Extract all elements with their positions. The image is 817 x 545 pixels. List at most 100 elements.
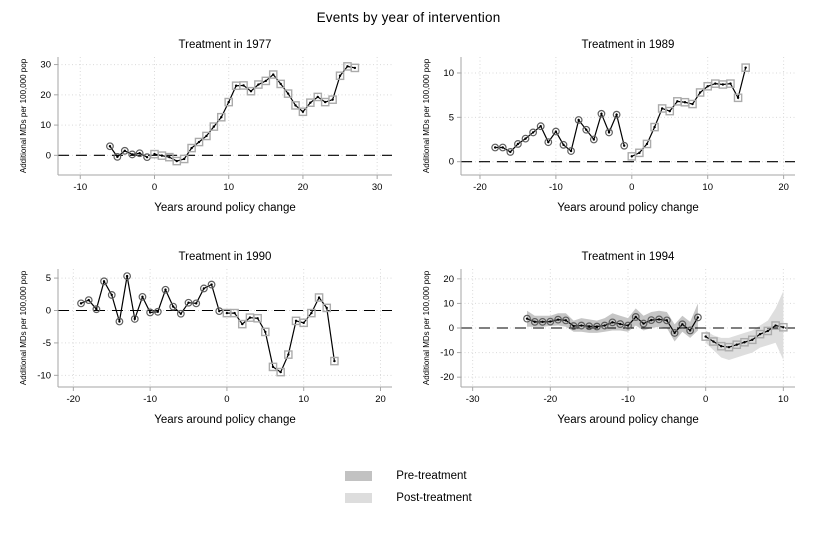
circle-marker	[215, 307, 224, 316]
chart-svg-1994: -20 -10 0 10 20 -30 -20 -10 0 10 Treatment in 1994…	[422, 251, 795, 426]
x-tick-label: -20	[473, 182, 487, 193]
y-tick-label: 0	[46, 305, 51, 316]
square-marker	[314, 293, 324, 302]
square-marker	[291, 101, 300, 110]
y-tick-label: 0	[46, 150, 51, 161]
series-post-treatment	[627, 63, 750, 161]
circle-marker	[529, 128, 538, 137]
square-marker	[268, 362, 278, 372]
circle-marker	[593, 322, 601, 331]
circle-marker	[514, 140, 522, 148]
square-marker	[763, 326, 773, 336]
circle-marker	[115, 317, 124, 326]
square-marker	[747, 335, 757, 345]
circle-marker	[624, 321, 632, 330]
x-tick-label: -20	[543, 394, 557, 405]
pre-treatment-label: Pre-treatment	[396, 470, 467, 482]
circle-marker	[176, 309, 185, 318]
square-marker	[741, 63, 750, 72]
circle-marker	[608, 318, 617, 327]
square-marker	[224, 97, 234, 107]
y-tick-label: -10	[440, 348, 454, 359]
x-tick-label: 20	[778, 182, 789, 193]
circle-marker	[184, 298, 193, 307]
x-tick-label: -30	[466, 394, 480, 405]
x-tick-label: 0	[629, 182, 634, 193]
x-tick-label: 20	[298, 182, 309, 193]
circle-marker	[128, 150, 137, 159]
square-marker	[261, 327, 270, 337]
circle-marker	[612, 110, 621, 119]
series-pre-treatment	[77, 272, 224, 326]
circle-marker	[585, 322, 594, 331]
axes: 0 10 20 30 -10 0 10 20 30	[40, 57, 392, 193]
square-marker	[246, 86, 256, 96]
x-tick-label: 0	[224, 394, 229, 405]
circle-marker	[161, 285, 170, 294]
chart-svg-1989: 0 5 10 -20 -10 0 10 20 Treatment in 1989 Years ar…	[422, 39, 795, 214]
pre-treatment-swatch	[345, 471, 373, 481]
subplot-treatment-1989: 0 5 10 -20 -10 0 10 20 Treatment in 1989 Years ar…	[419, 33, 811, 223]
x-axis-label: Years around policy change	[557, 202, 699, 214]
circle-marker	[569, 322, 578, 330]
square-marker	[230, 308, 239, 318]
square-marker	[733, 93, 743, 103]
chart-svg-1977: 0 10 20 30 -10 0 10 20 30 Treatment in 1977 Years …	[19, 39, 392, 214]
square-marker	[709, 337, 718, 346]
circle-marker	[207, 280, 216, 289]
circle-marker	[597, 109, 606, 118]
gridlines	[461, 269, 795, 387]
square-marker	[779, 322, 788, 332]
y-tick-label: 0	[449, 157, 454, 168]
square-marker	[216, 112, 226, 122]
x-tick-label: 30	[372, 182, 383, 193]
circle-marker	[670, 329, 679, 337]
series-post-treatment	[222, 293, 339, 377]
y-tick-label: 20	[443, 274, 454, 285]
x-tick-label: 10	[223, 182, 234, 193]
circle-marker	[192, 299, 201, 308]
circle-marker	[146, 308, 155, 317]
legend: Pre-treatment Post-treatment	[0, 465, 817, 509]
page-title: Events by year of intervention	[316, 10, 501, 25]
square-marker	[688, 99, 697, 109]
y-tick-label: -5	[43, 338, 51, 349]
square-marker	[284, 350, 293, 359]
square-marker	[726, 79, 735, 88]
x-tick-label: -10	[73, 182, 87, 193]
circle-marker	[123, 272, 132, 281]
series-pre-treatment	[491, 109, 629, 156]
legend-inner: Pre-treatment Post-treatment	[345, 465, 472, 509]
series-post-treatment	[150, 62, 360, 166]
circle-marker	[577, 321, 586, 330]
square-marker	[330, 356, 339, 366]
square-marker	[642, 139, 652, 149]
y-tick-label: 30	[40, 60, 51, 71]
circle-marker	[694, 313, 702, 322]
circle-marker	[106, 142, 114, 151]
square-marker	[322, 303, 332, 313]
y-axis-label: Additional MDs per 100,000 pop	[422, 58, 431, 173]
subplot-treatment-1990: -10 -5 0 5 -20 -10 0 10 20 Treatment in 1990 Years…	[16, 245, 408, 435]
x-tick-label: 10	[702, 182, 713, 193]
square-marker	[307, 308, 316, 318]
subplot-treatment-1994: -20 -10 0 10 20 -30 -20 -10 0 10 Treatment in 1994…	[419, 245, 811, 435]
circle-marker	[84, 296, 93, 305]
circle-marker	[92, 305, 101, 314]
axes: 0 5 10 -20 -10 0 10 20	[443, 57, 795, 193]
circle-marker	[77, 299, 85, 308]
circle-marker	[551, 127, 560, 136]
x-axis-label: Years around policy change	[154, 202, 296, 214]
circle-marker	[523, 314, 531, 323]
circle-marker	[616, 320, 625, 328]
post-treatment-label: Post-treatment	[396, 492, 472, 504]
circle-marker	[574, 116, 583, 124]
circle-marker	[113, 152, 122, 161]
x-tick-label: -10	[549, 182, 563, 193]
circle-marker	[130, 315, 139, 323]
circle-marker	[546, 317, 555, 326]
square-marker	[313, 92, 323, 102]
circle-marker	[138, 292, 147, 301]
square-marker	[306, 98, 315, 107]
